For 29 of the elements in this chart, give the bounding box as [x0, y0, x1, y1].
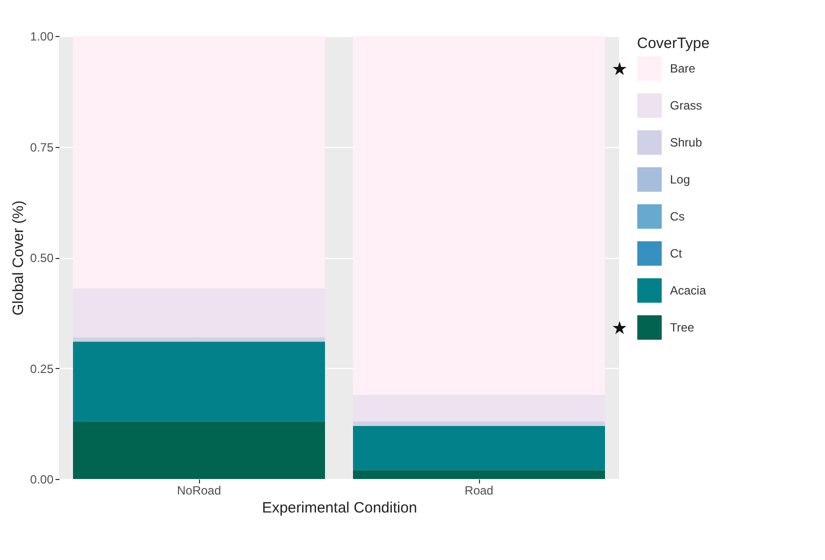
legend-label: Cs [670, 210, 685, 224]
bar [353, 426, 605, 470]
y-tick-label: 0.00 [30, 472, 54, 486]
bar [73, 342, 325, 422]
legend-label: Log [670, 172, 690, 186]
bar [73, 288, 325, 338]
bar [353, 470, 605, 479]
y-axis-title: Global Cover (%) [10, 200, 28, 316]
bar [73, 421, 325, 479]
legend-label: Acacia [670, 284, 706, 298]
x-tick-label: Road [464, 484, 494, 498]
legend-title: CoverType [637, 35, 710, 52]
legend-label: Ct [670, 246, 683, 260]
y-tick-label: 0.25 [30, 362, 54, 376]
legend-label: Grass [670, 98, 702, 112]
bar [353, 394, 605, 422]
bar [73, 36, 325, 289]
legend-label: Shrub [670, 136, 702, 150]
x-tick-label: NoRoad [176, 484, 222, 498]
bar [353, 421, 605, 426]
y-tick-label: 0.75 [30, 140, 54, 154]
legend-label: Tree [670, 320, 695, 334]
x-axis-title: Experimental Condition [262, 500, 418, 516]
y-tick-label: 1.00 [30, 30, 54, 44]
y-tick-label: 0.50 [30, 251, 54, 265]
bar [73, 337, 325, 342]
annotation: ★ [611, 58, 628, 78]
legend-label: Bare [670, 62, 696, 76]
annotation: ★ [611, 318, 628, 338]
